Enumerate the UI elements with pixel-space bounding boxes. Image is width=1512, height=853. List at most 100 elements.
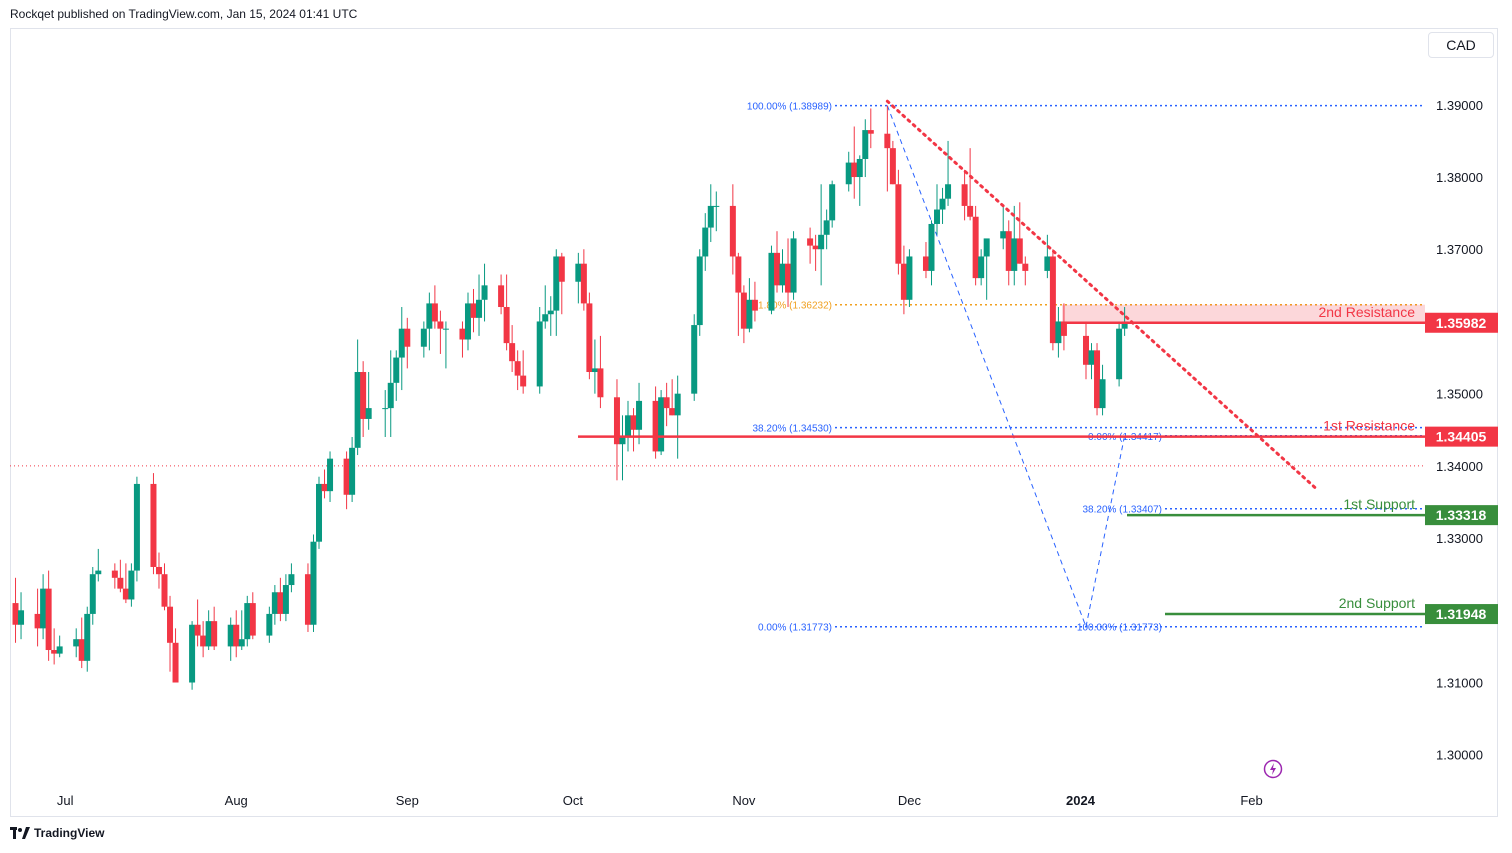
candle-body (509, 343, 516, 362)
candle-body (779, 263, 786, 286)
candle-body (735, 256, 742, 293)
candle-body (1060, 321, 1067, 336)
support-1-price-tag (1425, 505, 1498, 526)
candle-body (652, 400, 659, 452)
candle-body (327, 458, 334, 492)
candle-body (928, 223, 935, 271)
publish-info: Rockqet published on TradingView.com, Ja… (10, 7, 358, 21)
candle-body (862, 130, 869, 159)
candle-body (304, 574, 311, 625)
candle-body (89, 574, 96, 614)
candle-body (636, 400, 643, 430)
fib-swing-line (886, 105, 1087, 627)
candle-body (536, 321, 543, 387)
candle-body (702, 227, 709, 257)
candle-body (34, 613, 41, 629)
candle-body (663, 397, 670, 409)
y-tick-label: 1.37000 (1436, 242, 1483, 257)
fib-level-label: 38.20% (1.33407) (1082, 505, 1162, 516)
candle-body (939, 198, 946, 210)
candle-body (133, 483, 140, 571)
candle-body (1116, 328, 1123, 380)
candle-body (18, 610, 25, 625)
candle-body (194, 624, 201, 636)
candle-body (895, 184, 902, 264)
candle-body (945, 184, 952, 199)
resistance-1-price-tag (1425, 426, 1498, 447)
candle-body (382, 408, 389, 410)
candle-body (128, 570, 135, 600)
currency-selector[interactable]: CAD (1428, 32, 1494, 58)
chart-frame[interactable] (10, 28, 1498, 817)
candle-body (360, 372, 367, 419)
y-tick-label: 1.38000 (1436, 170, 1483, 185)
candle-body (459, 328, 466, 340)
candle-body (983, 238, 990, 257)
candle-body (150, 483, 157, 567)
candle-body (398, 328, 405, 358)
y-tick-label: 1.39000 (1436, 98, 1483, 113)
y-tick-label: 1.34000 (1436, 459, 1483, 474)
candle-body (227, 624, 234, 647)
candle-body (967, 205, 974, 217)
trendline (885, 99, 1317, 490)
candle-body (1005, 231, 1012, 271)
candle-body (354, 372, 361, 448)
candle-body (845, 162, 852, 185)
candle-body (575, 263, 582, 282)
candle-body (867, 130, 874, 134)
candle-body (591, 368, 598, 373)
candle-body (580, 263, 587, 304)
candle-body (321, 483, 328, 492)
candle-body (906, 256, 913, 300)
candle-body (696, 256, 703, 326)
candle-body (437, 321, 444, 329)
y-tick-label: 1.33000 (1436, 531, 1483, 546)
candle-body (586, 303, 593, 373)
x-tick-label: Jul (57, 793, 74, 808)
candle-body (316, 483, 323, 542)
footer-brand-text: TradingView (34, 826, 105, 840)
candle-body (349, 447, 356, 495)
candle-body (597, 368, 604, 398)
candle-body (95, 570, 102, 575)
candle-body (244, 603, 251, 640)
candle-body (205, 621, 212, 647)
candle-body (807, 238, 814, 246)
candle-body (746, 299, 753, 329)
candle-body (233, 624, 240, 647)
candle-body (812, 245, 819, 250)
tradingview-logo-icon (10, 827, 30, 839)
candle-body (547, 310, 554, 315)
candle-body (553, 256, 560, 311)
y-tick-label: 1.31000 (1436, 676, 1483, 691)
candle-body (674, 393, 681, 416)
x-tick-label: Sep (396, 793, 419, 808)
candle-body (1094, 350, 1101, 409)
candle-body (729, 205, 736, 257)
candle-body (934, 209, 941, 224)
x-tick-label: Feb (1240, 793, 1262, 808)
candle-body (200, 635, 207, 647)
candle-body (773, 252, 780, 286)
candle-body (404, 328, 411, 347)
candle-body (520, 375, 527, 387)
candle-body (751, 299, 758, 311)
candle-body (823, 220, 830, 235)
fib-level-label: 100.00% (1.31773) (1077, 623, 1162, 634)
candle-body (625, 415, 632, 437)
candle-body (464, 303, 471, 340)
candle-body (972, 216, 979, 279)
candle-body (542, 314, 549, 322)
y-tick-label: 1.35000 (1436, 387, 1483, 402)
candle-body (1099, 379, 1106, 409)
candle-body (558, 256, 565, 282)
candle-body (189, 624, 196, 683)
candle-body (900, 263, 907, 300)
x-tick-label: Nov (732, 793, 756, 808)
support-1-label: 1st Support (1343, 496, 1415, 512)
candle-body (978, 256, 985, 279)
candle-body (1055, 321, 1062, 344)
lightning-bolt-icon[interactable] (1263, 759, 1283, 779)
